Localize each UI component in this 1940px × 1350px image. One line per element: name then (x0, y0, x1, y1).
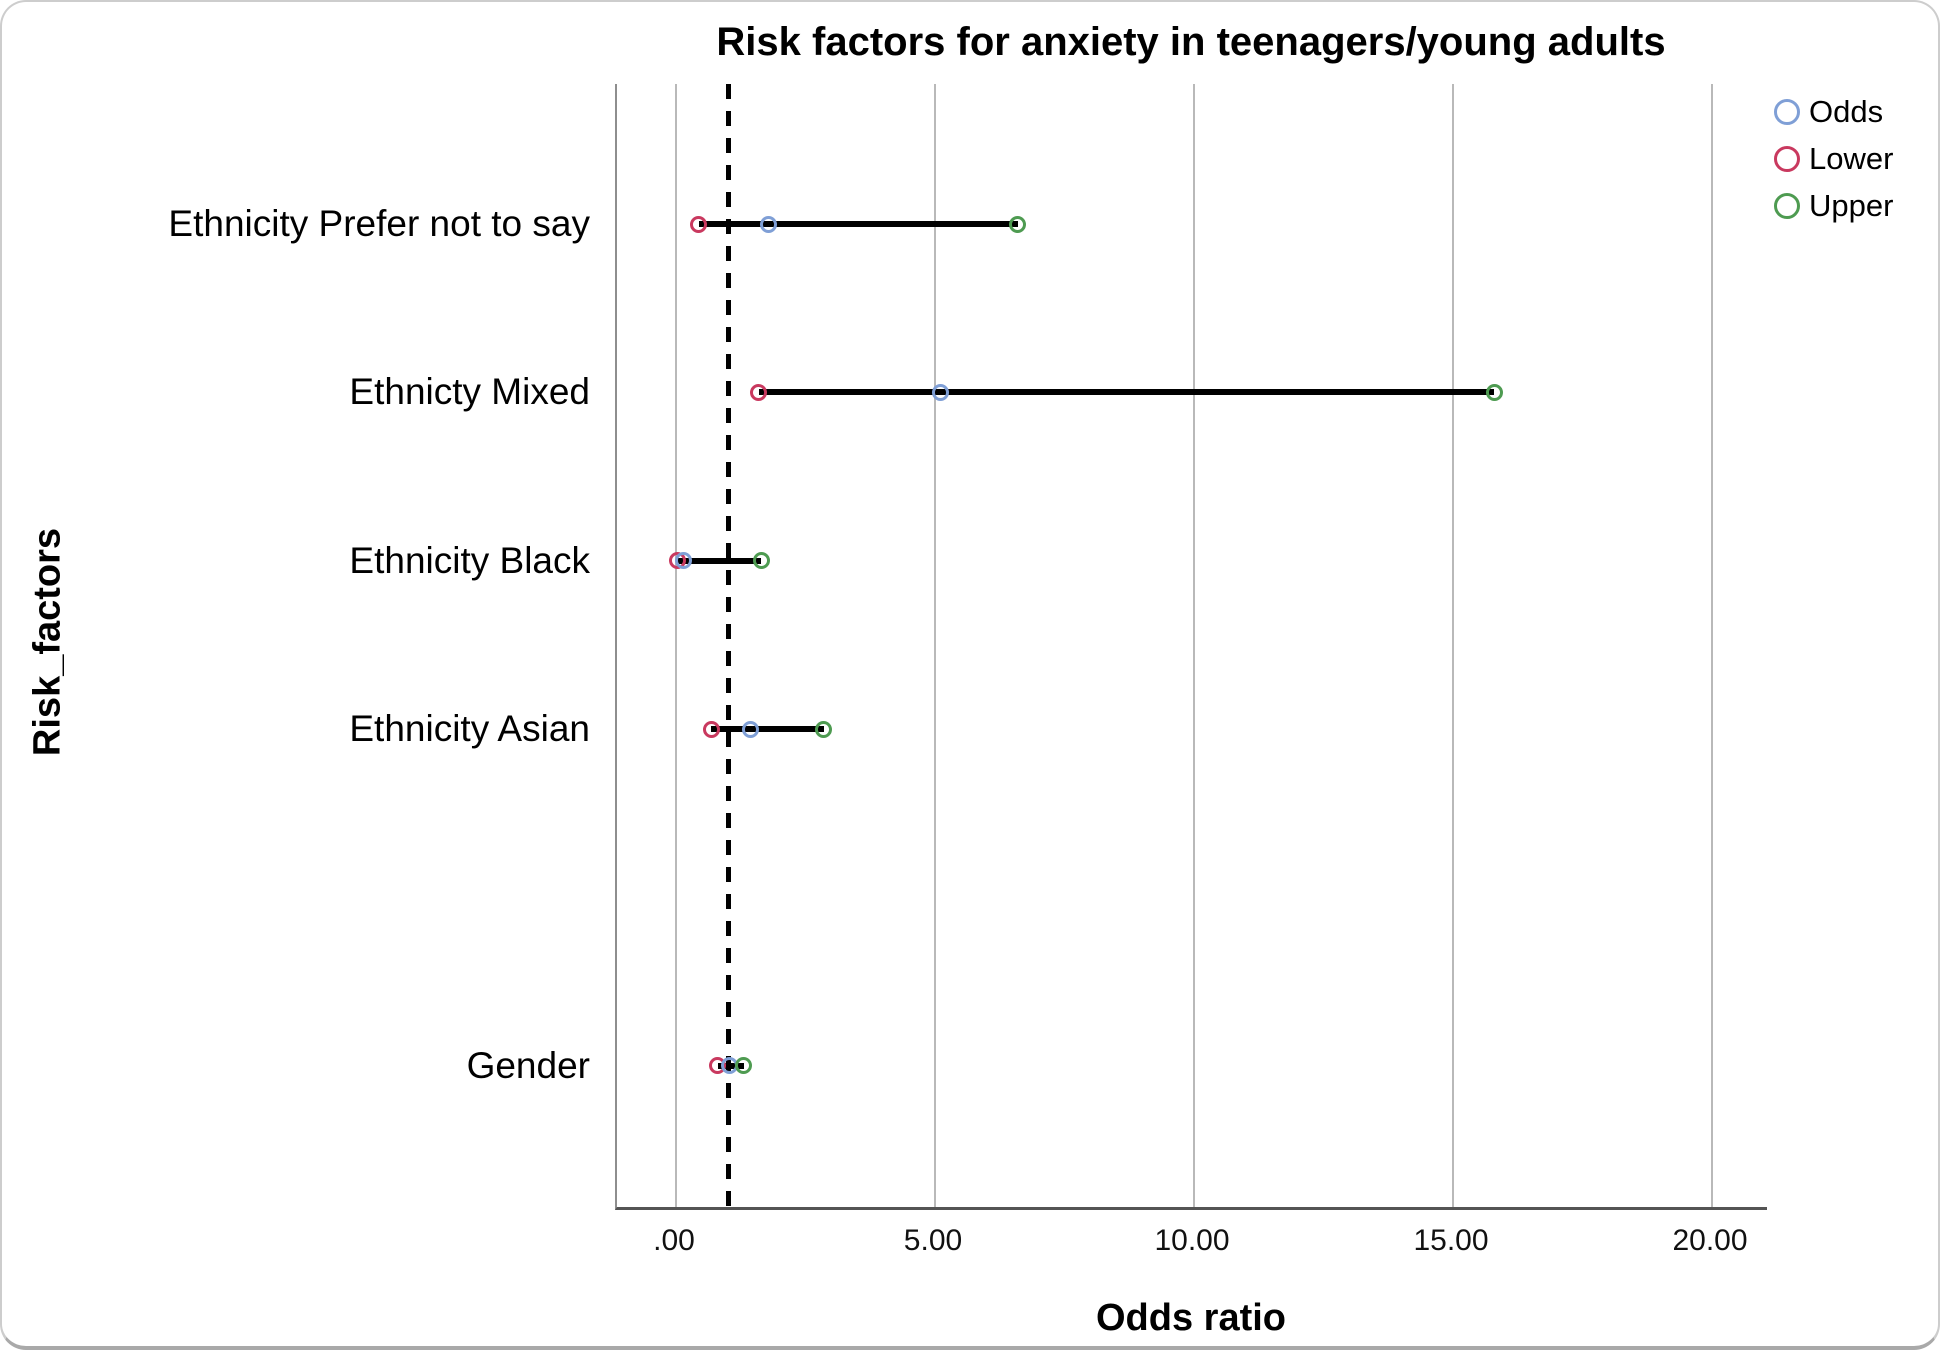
x-gridline (675, 84, 677, 1207)
upper-marker (1485, 383, 1503, 401)
odds-marker (931, 383, 949, 401)
chart-title: Risk factors for anxiety in teenagers/yo… (716, 20, 1666, 64)
legend-circle-icon (1774, 192, 1800, 219)
lower-marker (750, 383, 768, 401)
x-gridline (1711, 84, 1713, 1207)
reference-line (725, 84, 731, 1207)
x-tick-label: 5.00 (903, 1224, 963, 1257)
ci-line (677, 557, 762, 564)
odds-marker (675, 552, 693, 570)
upper-marker (752, 552, 770, 570)
plot-area (615, 84, 1767, 1210)
ci-line (758, 389, 1495, 396)
upper-marker (735, 1057, 753, 1075)
legend-item: Upper (1774, 182, 1893, 229)
legend-item: Lower (1774, 135, 1893, 182)
x-gridline (1193, 84, 1195, 1207)
y-tick-label: Ethnicty Mixed (349, 371, 590, 413)
y-axis-title: Risk_factors (26, 527, 69, 757)
upper-marker (815, 720, 833, 738)
upper-marker (1009, 215, 1027, 233)
x-tick-label: 10.00 (1154, 1224, 1230, 1257)
x-gridline (1452, 84, 1454, 1207)
legend-label: Odds (1809, 93, 1884, 129)
legend-circle-icon (1774, 145, 1800, 172)
odds-marker (759, 215, 777, 233)
y-tick-label: Ethnicity Prefer not to say (168, 203, 590, 245)
ci-line (711, 726, 824, 733)
y-tick-label: Ethnicity Asian (349, 708, 590, 750)
ci-line (698, 221, 1018, 228)
legend-label: Lower (1809, 140, 1894, 176)
y-tick-label: Gender (466, 1044, 590, 1086)
y-tick-label: Ethnicity Black (349, 539, 590, 581)
legend-label: Upper (1809, 187, 1894, 223)
legend-item: Odds (1774, 88, 1893, 135)
x-tick-label: .00 (653, 1224, 695, 1257)
x-gridline (934, 84, 936, 1207)
x-tick-label: 20.00 (1672, 1224, 1748, 1257)
x-axis-title: Odds ratio (1095, 1297, 1287, 1339)
lower-marker (702, 720, 720, 738)
lower-marker (690, 215, 708, 233)
legend: Odds Lower Upper (1774, 88, 1893, 229)
x-tick-label: 15.00 (1413, 1224, 1489, 1257)
odds-marker (741, 720, 759, 738)
legend-circle-icon (1774, 98, 1800, 125)
